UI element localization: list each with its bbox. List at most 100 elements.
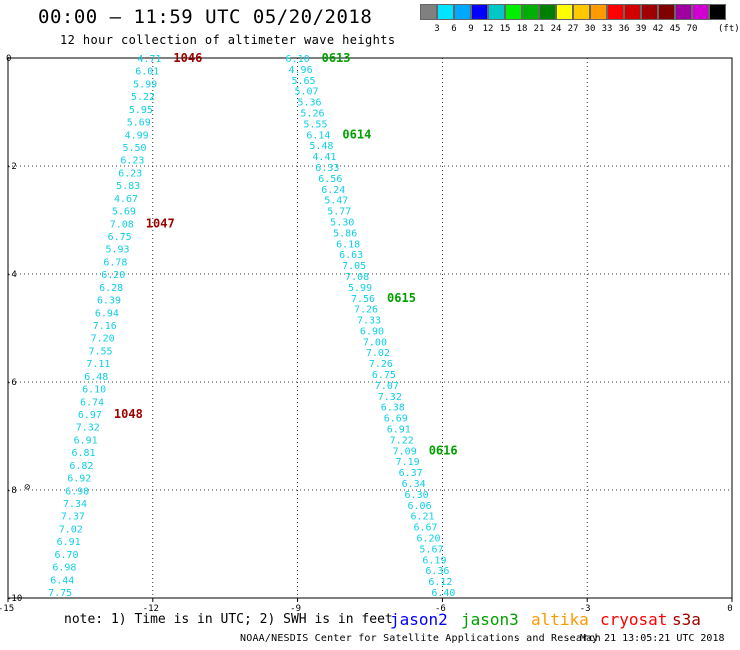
wave-height-value: 7.07: [375, 381, 399, 392]
wave-height-value: 6.12: [428, 577, 452, 588]
y-tick-label: -4: [6, 270, 17, 280]
wave-height-value: 6.01: [135, 67, 159, 78]
wave-height-value: 6.20: [101, 270, 125, 281]
legend-swatch: [692, 4, 709, 20]
wave-height-value: 7.32: [378, 392, 402, 403]
wave-height-value: 6.78: [103, 257, 127, 268]
wave-height-value: 7.08: [345, 272, 369, 283]
wave-height-value: 7.08: [110, 219, 134, 230]
wave-height-value: 6.94: [95, 308, 119, 319]
pass-time-label: 0614: [342, 127, 371, 141]
wave-height-value: 5.95: [129, 105, 153, 116]
wave-height-value: 7.09: [393, 446, 417, 457]
wave-height-value: 4.67: [114, 194, 138, 205]
wave-height-value: 7.00: [363, 337, 387, 348]
pass-time-label: 1046: [173, 51, 202, 65]
pass-time-label: 1047: [146, 216, 175, 230]
wave-height-value: 5.86: [333, 228, 357, 239]
legend-swatch: [454, 4, 471, 20]
x-tick-label: -3: [580, 604, 591, 614]
footer-note: note: 1) Time is in UTC; 2) SWH is in fe…: [64, 612, 393, 627]
wave-height-value: 7.26: [369, 359, 393, 370]
y-tick-label: 0: [6, 54, 11, 64]
legend-swatch: [624, 4, 641, 20]
wave-height-value: 7.19: [396, 457, 420, 468]
legend-swatch: [437, 4, 454, 20]
wave-height-value: 6.38: [381, 403, 405, 414]
legend-label: 24: [550, 24, 562, 34]
wave-height-value: 6.74: [80, 397, 104, 408]
wave-height-value: 7.02: [366, 348, 390, 359]
pass-time-label: 0616: [429, 443, 458, 457]
wave-height-value: 6.90: [360, 326, 384, 337]
wave-height-value: 5.99: [348, 283, 372, 294]
wave-height-value: 5.55: [303, 119, 327, 130]
wave-height-value: 5.65: [292, 76, 316, 87]
wave-height-value: 7.11: [86, 359, 110, 370]
wave-height-value: 5.67: [419, 544, 443, 555]
wave-height-value: 7.16: [93, 321, 117, 332]
wave-height-value: 6.97: [78, 410, 102, 421]
wave-height-value: 7.55: [88, 346, 112, 357]
legend-swatch: [590, 4, 607, 20]
wave-height-value: 5.50: [122, 143, 146, 154]
wave-height-value: 6.10: [286, 54, 310, 65]
wave-height-value: 6.81: [71, 448, 95, 459]
wave-height-value: 7.34: [63, 499, 87, 510]
wave-height-value: 6.21: [410, 512, 434, 523]
x-tick-label: -9: [290, 604, 301, 614]
wave-height-value: 5.69: [112, 207, 136, 218]
wave-height-value: 5.93: [105, 245, 129, 256]
wave-height-value: 5.30: [330, 217, 354, 228]
map-frame: [7, 57, 733, 599]
legend-label: 70: [686, 24, 698, 34]
wave-height-value: 5.36: [297, 98, 321, 109]
wave-height-value: 7.37: [61, 512, 85, 523]
x-tick-label: -15: [0, 604, 14, 614]
y-tick-label: -10: [6, 594, 22, 604]
wave-height-value: 6.82: [69, 461, 93, 472]
legend-label: 33: [601, 24, 613, 34]
legend-swatch: [709, 4, 726, 20]
legend-swatch: [539, 4, 556, 20]
wave-height-value: 6.28: [99, 283, 123, 294]
y-tick-label: -6: [6, 378, 17, 388]
wave-height-value: 5.99: [133, 79, 157, 90]
legend-label: 45: [669, 24, 681, 34]
wave-height-value: 5.07: [294, 87, 318, 98]
wave-height-value: 5.77: [327, 207, 351, 218]
wave-height-value: 6.10: [82, 385, 106, 396]
satellite-label-jason3: jason3: [461, 610, 519, 629]
legend-label: 9: [468, 24, 474, 34]
footer-credit: NOAA/NESDIS Center for Satellite Applica…: [240, 633, 601, 644]
wave-height-value: 4.71: [137, 54, 161, 65]
wave-height-value: 5.83: [116, 181, 140, 192]
legend-label: 6: [451, 24, 457, 34]
wave-height-value: 4.96: [289, 65, 313, 76]
legend-swatch: [471, 4, 488, 20]
y-tick-label: -2: [6, 162, 17, 172]
wave-height-value: 6.44: [50, 575, 74, 586]
wave-height-value: 5.22: [131, 92, 155, 103]
x-tick-label: -12: [143, 604, 159, 614]
legend-swatch: [420, 4, 437, 20]
satellite-label-cryosat: cryosat: [600, 610, 668, 629]
legend-unit: (ft): [718, 24, 740, 34]
footer-timestamp: May 21 13:05:21 UTC 2018: [580, 633, 725, 644]
pass-time-label: 0615: [387, 291, 416, 305]
wave-height-value: 7.33: [357, 316, 381, 327]
wave-height-value: 7.32: [76, 423, 100, 434]
wave-height-value: 6.70: [54, 550, 78, 561]
wave-height-value: 4.99: [125, 130, 149, 141]
wave-height-value: 6.19: [422, 555, 446, 566]
legend-label: 12: [482, 24, 494, 34]
wave-height-value: 6.56: [318, 174, 342, 185]
legend-label: 39: [635, 24, 647, 34]
wave-height-value: 6.63: [339, 250, 363, 261]
legend-swatch: [488, 4, 505, 20]
pass-time-label: 0613: [322, 51, 351, 65]
wave-height-value: 7.56: [351, 294, 375, 305]
wave-height-value: 5.47: [324, 196, 348, 207]
satellite-label-altika: altika: [531, 610, 589, 629]
